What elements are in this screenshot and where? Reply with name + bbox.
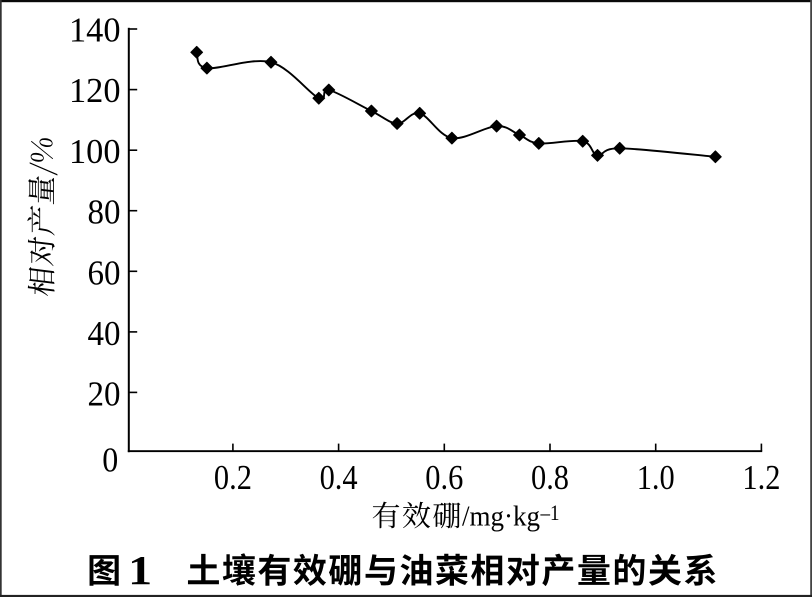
svg-text:0.8: 0.8	[531, 458, 569, 497]
svg-text:120: 120	[69, 71, 121, 110]
svg-text:140: 140	[69, 11, 121, 50]
svg-text:0.4: 0.4	[320, 458, 358, 497]
svg-text:0.6: 0.6	[425, 458, 463, 497]
svg-text:60: 60	[88, 253, 121, 292]
svg-text:20: 20	[88, 375, 121, 414]
svg-text:1.0: 1.0	[637, 458, 675, 497]
svg-text:1: 1	[128, 547, 152, 593]
svg-text:1.2: 1.2	[742, 458, 780, 497]
svg-text:80: 80	[88, 193, 121, 232]
svg-text:/mg·kg: /mg·kg	[462, 502, 540, 533]
svg-text:0: 0	[102, 441, 118, 480]
svg-text:0.2: 0.2	[214, 458, 252, 497]
svg-text:40: 40	[88, 314, 121, 353]
svg-text:–1: –1	[540, 500, 560, 525]
svg-text:100: 100	[69, 132, 121, 171]
